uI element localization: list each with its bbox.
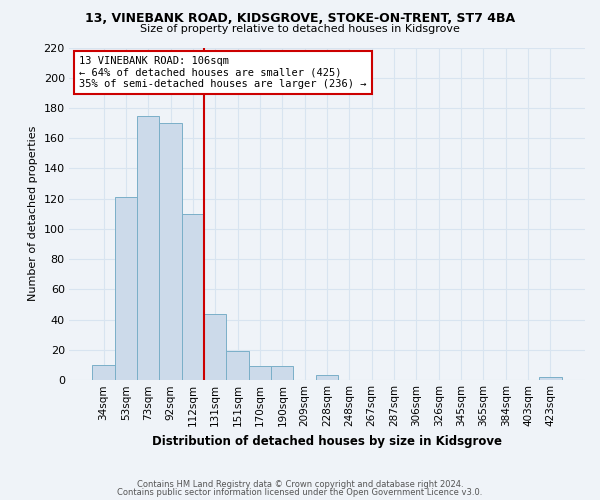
X-axis label: Distribution of detached houses by size in Kidsgrove: Distribution of detached houses by size … [152, 434, 502, 448]
Text: Contains HM Land Registry data © Crown copyright and database right 2024.: Contains HM Land Registry data © Crown c… [137, 480, 463, 489]
Bar [271, 366, 293, 380]
Bar [92, 365, 115, 380]
Text: 13 VINEBANK ROAD: 106sqm
← 64% of detached houses are smaller (425)
35% of semi-: 13 VINEBANK ROAD: 106sqm ← 64% of detach… [79, 56, 367, 89]
Bar [226, 352, 249, 380]
Bar [539, 377, 562, 380]
Text: Contains public sector information licensed under the Open Government Licence v3: Contains public sector information licen… [118, 488, 482, 497]
Text: 13, VINEBANK ROAD, KIDSGROVE, STOKE-ON-TRENT, ST7 4BA: 13, VINEBANK ROAD, KIDSGROVE, STOKE-ON-T… [85, 12, 515, 26]
Bar [160, 123, 182, 380]
Text: Size of property relative to detached houses in Kidsgrove: Size of property relative to detached ho… [140, 24, 460, 34]
Bar [316, 376, 338, 380]
Bar [115, 197, 137, 380]
Bar [249, 366, 271, 380]
Bar [137, 116, 160, 380]
Y-axis label: Number of detached properties: Number of detached properties [28, 126, 38, 302]
Bar [182, 214, 204, 380]
Bar [204, 314, 226, 380]
